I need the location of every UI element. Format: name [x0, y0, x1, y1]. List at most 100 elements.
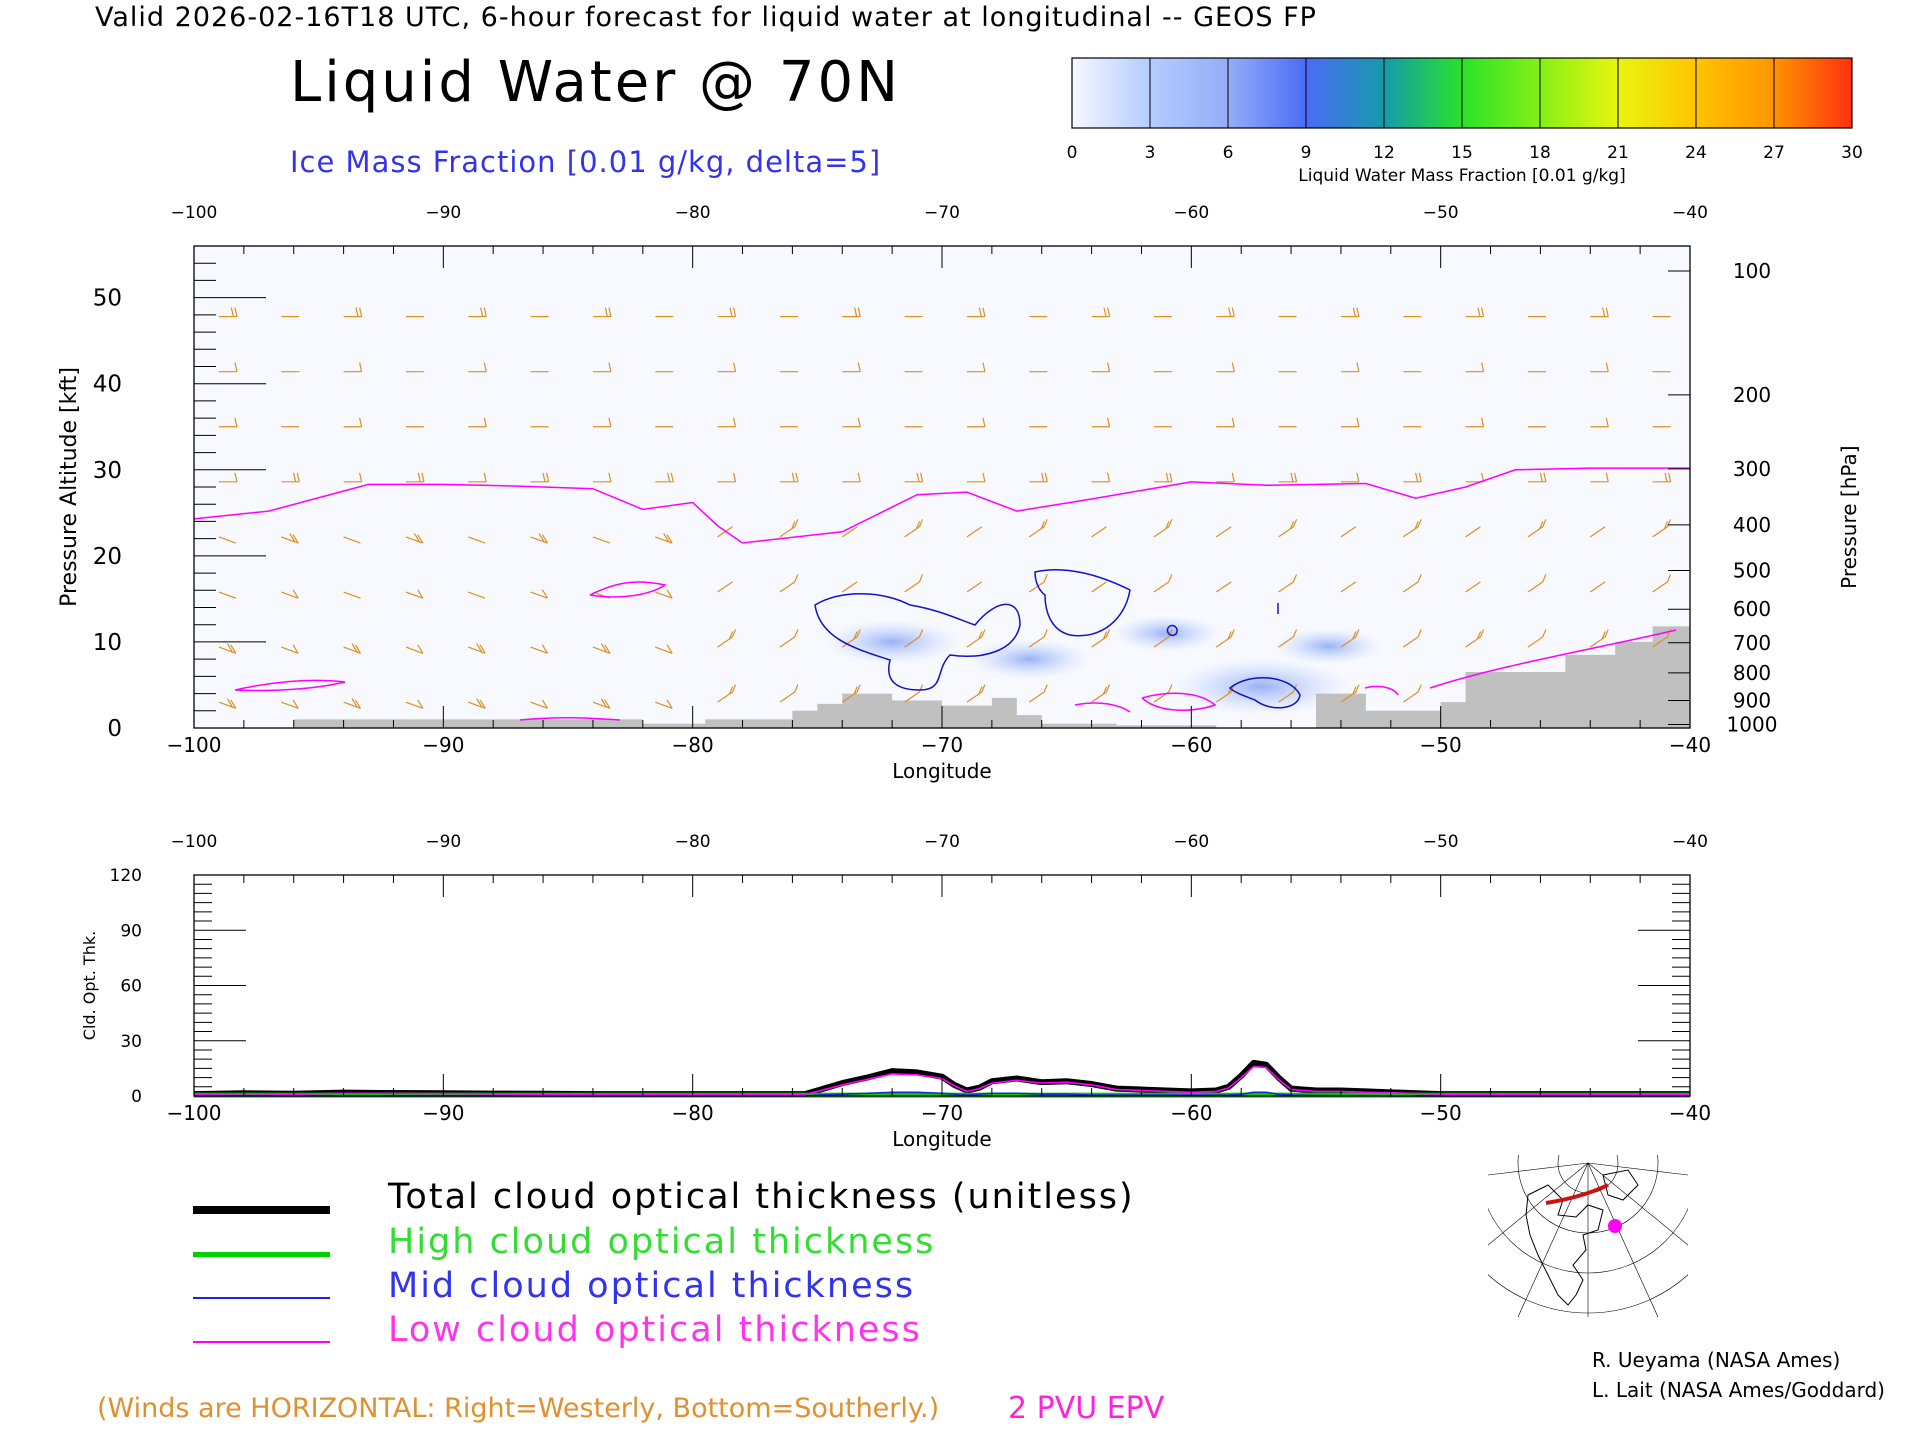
- wind-barb: [1215, 581, 1232, 593]
- wind-barb: [1340, 684, 1360, 703]
- x-tick-label: −70: [921, 733, 963, 757]
- wind-barb: [218, 307, 238, 318]
- x-tick-label: −70: [921, 1101, 963, 1125]
- wind-barb: [281, 589, 299, 599]
- chart-title: Liquid Water @ 70N: [290, 50, 901, 115]
- wind-barb: [1465, 417, 1485, 428]
- y-tick-label: 60: [120, 977, 142, 997]
- wind-barb: [218, 536, 237, 544]
- x-tick-label: −40: [1669, 1101, 1711, 1125]
- wind-barb: [592, 362, 612, 373]
- x-tick-label-top: −70: [924, 203, 960, 223]
- liquid-water-patch: [1172, 658, 1351, 715]
- x-axis-label: Longitude: [892, 1127, 991, 1151]
- wind-barb: [966, 629, 986, 648]
- x-tick-label: −100: [167, 1101, 222, 1125]
- wind-barb: [1402, 629, 1422, 648]
- wind-barb: [717, 362, 737, 373]
- pressure-tick-label: 1000: [1727, 713, 1778, 737]
- wind-barb: [1652, 472, 1672, 483]
- y-tick-label: 0: [107, 716, 122, 742]
- pressure-tick-label: 600: [1733, 597, 1771, 621]
- wind-barb: [405, 533, 424, 544]
- wind-barb: [592, 472, 612, 483]
- wind-barb: [468, 417, 487, 428]
- x-tick-label-top: −50: [1423, 832, 1459, 852]
- wind-barb: [1340, 307, 1360, 318]
- wind-barb: [281, 699, 299, 709]
- pressure-tick-label: 900: [1733, 688, 1771, 712]
- y-tick-label: 20: [93, 544, 122, 570]
- legend-swatch-low: [193, 1341, 330, 1343]
- wind-barb: [842, 472, 861, 483]
- x-tick-label-top: −90: [425, 203, 461, 223]
- wind-barb: [218, 698, 237, 709]
- wind-barb: [655, 644, 673, 654]
- colorbar-segment: [1618, 58, 1697, 128]
- colorbar-frame: [1071, 57, 1853, 129]
- wind-barb: [1590, 472, 1609, 483]
- wind-barb: [1402, 574, 1422, 593]
- wind-barb: [717, 581, 733, 593]
- wind-barb: [1153, 574, 1173, 593]
- wind-barb: [717, 684, 737, 703]
- legend-swatch-total: [193, 1206, 330, 1214]
- wind-barb: [592, 417, 612, 428]
- wind-barb: [1340, 362, 1360, 373]
- colorbar: 0 3 6 9 12 15 18 21 24 27 30 Liquid Water Mass Frac…: [1067, 57, 1863, 186]
- wind-barb: [717, 472, 737, 483]
- wind-barb: [779, 629, 799, 648]
- wind-barb: [1215, 526, 1232, 538]
- x-axis-label: Longitude: [892, 759, 991, 783]
- wind-barb: [904, 629, 924, 648]
- wind-barb: [281, 472, 300, 483]
- colorbar-tick-label: 6: [1223, 143, 1234, 163]
- pressure-tick-label: 700: [1733, 631, 1771, 655]
- wind-barb: [1153, 629, 1173, 648]
- wind-barb: [468, 362, 487, 373]
- legend-label-low: Low cloud optical thickness: [388, 1310, 922, 1350]
- wind-barb: [1589, 629, 1609, 648]
- x-tick-label-top: −80: [675, 832, 711, 852]
- x-tick-label: −100: [167, 733, 222, 757]
- colorbar-segment: [1462, 58, 1541, 128]
- wind-barb: [779, 472, 799, 483]
- ice-contour: [1034, 569, 1131, 637]
- wind-barb: [1465, 581, 1481, 593]
- wind-barb: [1465, 307, 1485, 318]
- wind-barb: [592, 307, 612, 318]
- wind-barb: [468, 643, 486, 654]
- colorbar-segment: [1696, 58, 1775, 128]
- ice-contour: [1228, 677, 1301, 709]
- wind-barb: [966, 526, 983, 538]
- wind-barb: [343, 536, 361, 544]
- wind-barb: [530, 533, 549, 544]
- locator-map: [1488, 1155, 1688, 1317]
- legend-label-high: High cloud optical thickness: [388, 1222, 936, 1262]
- x-tick-label: −50: [1420, 733, 1462, 757]
- x-tick-label-top: −100: [171, 832, 218, 852]
- wind-barb: [468, 472, 487, 483]
- wind-barb: [1091, 472, 1111, 483]
- wind-barb: [343, 591, 361, 599]
- wind-barb: [218, 472, 238, 483]
- wind-barb: [966, 417, 986, 428]
- x-tick-label: −60: [1170, 733, 1212, 757]
- wind-barb: [1153, 519, 1173, 538]
- wind-barb: [842, 417, 861, 428]
- y-tick-label: 30: [120, 1032, 142, 1052]
- y-tick-label: 40: [93, 372, 122, 398]
- wind-barb: [904, 472, 924, 483]
- section-track: [1545, 1183, 1609, 1205]
- x-tick-label: −60: [1170, 1101, 1212, 1125]
- wind-barb: [1465, 526, 1481, 538]
- wind-barb: [1029, 472, 1048, 483]
- wind-barb: [1278, 519, 1298, 538]
- wind-barb: [1527, 629, 1547, 648]
- colorbar-tick-label: 3: [1145, 143, 1156, 163]
- wind-barb: [530, 644, 549, 654]
- wind-barb: [717, 526, 733, 538]
- tropopause-2pvu-line: [1141, 692, 1217, 711]
- legend-label-mid: Mid cloud optical thickness: [388, 1266, 916, 1306]
- wind-barb: [779, 684, 799, 703]
